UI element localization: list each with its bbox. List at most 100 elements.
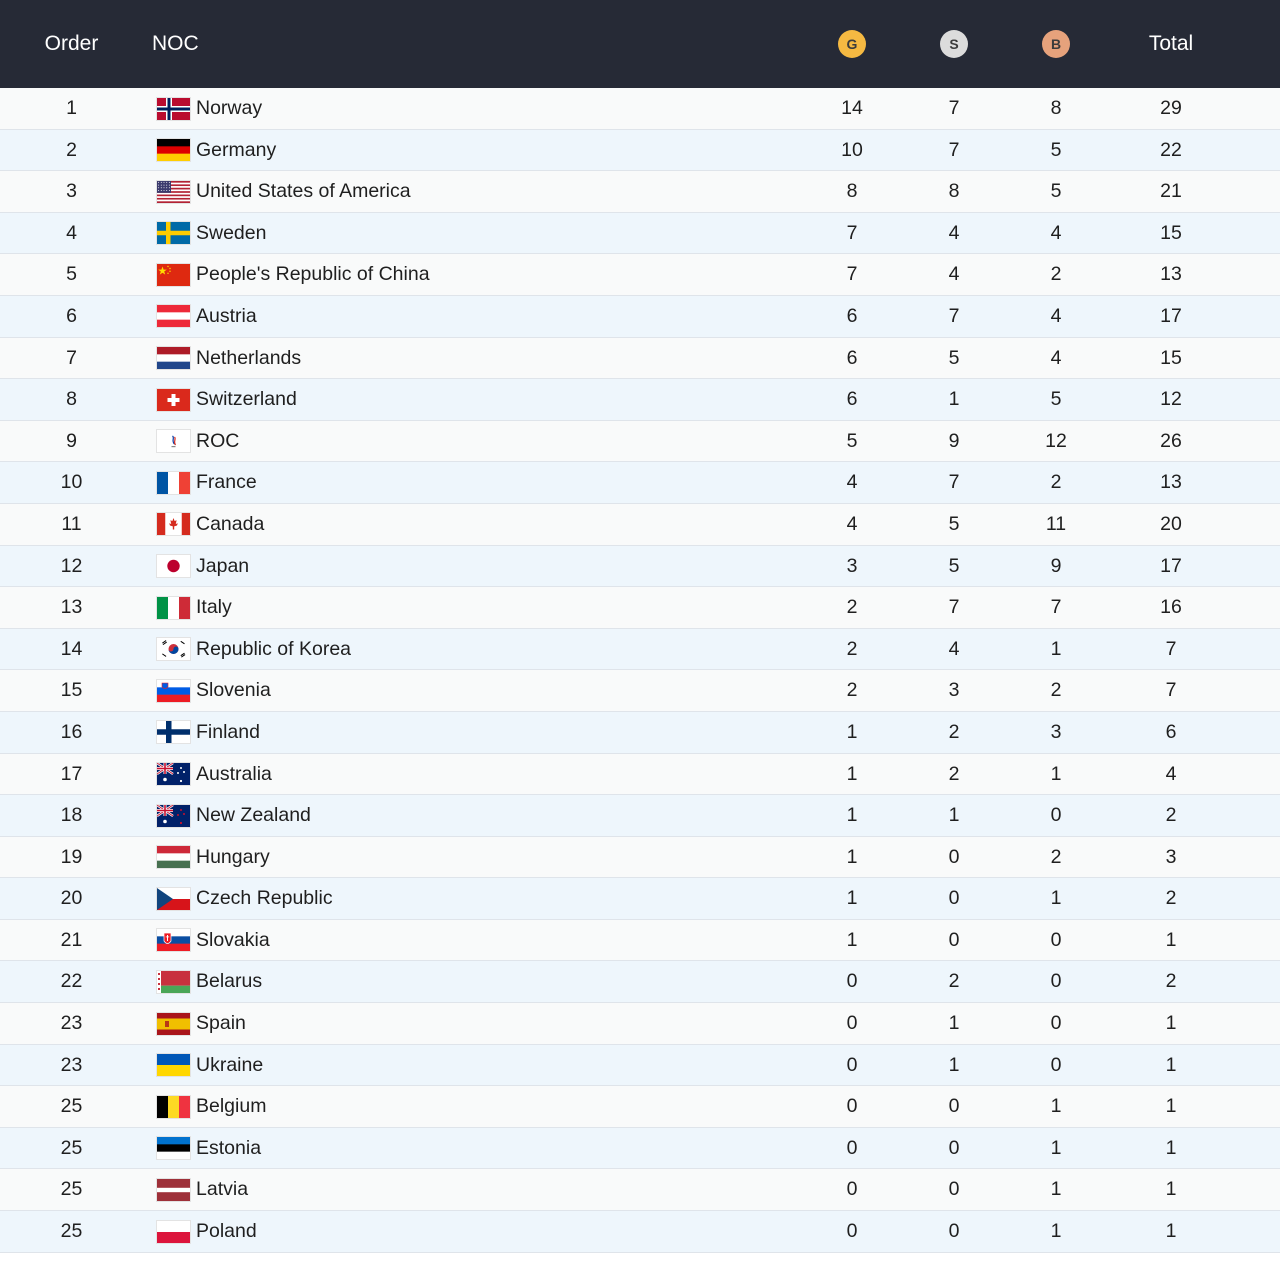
noc-cell[interactable]: Czech Republic bbox=[157, 878, 333, 919]
latvia-flag-icon bbox=[157, 1178, 196, 1201]
noc-cell[interactable]: Finland bbox=[157, 712, 260, 753]
total-column-header[interactable]: Total bbox=[1148, 32, 1194, 55]
bronze-count: 1 bbox=[1050, 1095, 1062, 1118]
noc-cell[interactable]: Hungary bbox=[157, 837, 270, 878]
gold-count: 14 bbox=[841, 97, 863, 119]
table-row[interactable]: 2 Germany 10 7 5 22 bbox=[0, 129, 1280, 172]
table-row[interactable]: 23 Ukraine 0 1 0 1 bbox=[0, 1044, 1280, 1087]
table-row[interactable]: 5 People's Republic of China 7 4 2 13 bbox=[0, 254, 1280, 296]
noc-cell[interactable]: Canada bbox=[157, 504, 264, 545]
france-flag-icon bbox=[157, 471, 196, 494]
table-row[interactable]: 21 Slovakia 1 0 0 1 bbox=[0, 919, 1280, 962]
noc-cell[interactable]: France bbox=[157, 462, 257, 503]
table-row[interactable]: 13 Italy 2 7 7 16 bbox=[0, 587, 1280, 629]
noc-cell[interactable]: Norway bbox=[157, 88, 262, 129]
table-row[interactable]: 1 Norway 14 7 8 29 bbox=[0, 88, 1280, 130]
table-row[interactable]: 11 Canada 4 5 11 20 bbox=[0, 503, 1280, 546]
table-row[interactable]: 10 France 4 7 2 13 bbox=[0, 462, 1280, 504]
gold-count: 7 bbox=[846, 221, 858, 244]
country-name: Slovenia bbox=[196, 679, 271, 702]
table-row[interactable]: 25 Estonia 0 0 1 1 bbox=[0, 1127, 1280, 1170]
noc-cell[interactable]: Latvia bbox=[157, 1169, 248, 1210]
order-cell: 23 bbox=[60, 1012, 83, 1035]
table-row[interactable]: 15 Slovenia 2 3 2 7 bbox=[0, 670, 1280, 712]
gold-count: 3 bbox=[846, 554, 858, 577]
noc-cell[interactable]: United States of America bbox=[157, 171, 411, 212]
order-column-header[interactable]: Order bbox=[44, 32, 99, 55]
table-row[interactable]: 9 ROC 5 9 12 26 bbox=[0, 420, 1280, 463]
noc-cell[interactable]: Switzerland bbox=[157, 379, 297, 420]
bronze-column-header[interactable]: B bbox=[1005, 0, 1107, 88]
total-count: 1 bbox=[1165, 1220, 1177, 1243]
country-name: Estonia bbox=[196, 1136, 262, 1159]
noc-cell[interactable]: Republic of Korea bbox=[157, 629, 351, 670]
china-flag-icon bbox=[157, 263, 196, 286]
bronze-count: 1 bbox=[1050, 1220, 1062, 1243]
noc-cell[interactable]: Japan bbox=[157, 546, 249, 587]
japan-flag-icon bbox=[157, 555, 196, 578]
country-name: Finland bbox=[196, 720, 260, 743]
noc-cell[interactable]: Sweden bbox=[157, 213, 266, 254]
bronze-count: 3 bbox=[1050, 720, 1062, 743]
table-row[interactable]: 8 Switzerland 6 1 5 12 bbox=[0, 379, 1280, 421]
gold-count: 2 bbox=[846, 679, 858, 702]
country-name: Germany bbox=[196, 138, 277, 161]
table-row[interactable]: 22 Belarus 0 2 0 2 bbox=[0, 961, 1280, 1004]
noc-cell[interactable]: Ukraine bbox=[157, 1045, 263, 1086]
noc-cell[interactable]: Austria bbox=[157, 296, 257, 337]
noc-cell[interactable]: Italy bbox=[157, 587, 232, 628]
noc-cell[interactable]: Spain bbox=[157, 1003, 246, 1044]
table-row[interactable]: 18 New Zealand 1 1 0 2 bbox=[0, 795, 1280, 837]
total-count: 15 bbox=[1160, 346, 1182, 369]
noc-cell[interactable]: Germany bbox=[157, 130, 276, 171]
noc-cell[interactable]: Netherlands bbox=[157, 338, 301, 379]
bronze-count: 4 bbox=[1050, 346, 1062, 369]
silver-column-header[interactable]: S bbox=[903, 0, 1005, 88]
bronze-count: 12 bbox=[1045, 429, 1067, 452]
gold-count: 4 bbox=[846, 512, 858, 535]
table-row[interactable]: 4 Sweden 7 4 4 15 bbox=[0, 212, 1280, 255]
gold-count: 1 bbox=[846, 887, 858, 910]
table-row[interactable]: 3 United States of America 8 8 5 21 bbox=[0, 171, 1280, 213]
noc-cell[interactable]: Belarus bbox=[157, 961, 262, 1002]
noc-cell[interactable]: New Zealand bbox=[157, 795, 311, 836]
gold-count: 8 bbox=[846, 180, 858, 203]
table-row[interactable]: 23 Spain 0 1 0 1 bbox=[0, 1003, 1280, 1045]
silver-count: 7 bbox=[948, 97, 960, 119]
noc-cell[interactable]: Slovenia bbox=[157, 670, 271, 711]
noc-cell[interactable]: ROC bbox=[157, 421, 239, 462]
noc-cell[interactable]: Slovakia bbox=[157, 920, 270, 961]
table-row[interactable]: 25 Poland 0 0 1 1 bbox=[0, 1211, 1280, 1253]
total-count: 1 bbox=[1165, 1095, 1177, 1118]
table-row[interactable]: 7 Netherlands 6 5 4 15 bbox=[0, 337, 1280, 380]
belarus-flag-icon bbox=[157, 970, 196, 993]
total-count: 17 bbox=[1160, 304, 1182, 327]
table-row[interactable]: 6 Austria 6 7 4 17 bbox=[0, 295, 1280, 338]
silver-count: 7 bbox=[948, 304, 960, 327]
order-cell: 2 bbox=[66, 138, 77, 161]
gold-column-header[interactable]: G bbox=[801, 0, 903, 88]
total-count: 3 bbox=[1165, 845, 1177, 868]
table-row[interactable]: 12 Japan 3 5 9 17 bbox=[0, 545, 1280, 588]
order-cell: 13 bbox=[60, 596, 83, 619]
gold-count: 1 bbox=[846, 804, 858, 827]
total-count: 4 bbox=[1165, 762, 1177, 785]
country-name: Australia bbox=[196, 762, 272, 785]
noc-cell[interactable]: Poland bbox=[157, 1211, 257, 1252]
table-row[interactable]: 25 Latvia 0 0 1 1 bbox=[0, 1169, 1280, 1212]
noc-column-header[interactable]: NOC bbox=[152, 32, 199, 55]
noc-cell[interactable]: Estonia bbox=[157, 1128, 261, 1169]
table-row[interactable]: 19 Hungary 1 0 2 3 bbox=[0, 836, 1280, 879]
silver-count: 4 bbox=[948, 221, 960, 244]
noc-cell[interactable]: Belgium bbox=[157, 1086, 266, 1127]
bronze-count: 2 bbox=[1050, 263, 1062, 286]
total-count: 1 bbox=[1165, 928, 1177, 951]
table-row[interactable]: 16 Finland 1 2 3 6 bbox=[0, 711, 1280, 754]
table-row[interactable]: 25 Belgium 0 0 1 1 bbox=[0, 1086, 1280, 1128]
table-row[interactable]: 17 Australia 1 2 1 4 bbox=[0, 753, 1280, 796]
noc-cell[interactable]: Australia bbox=[157, 754, 272, 795]
order-cell: 18 bbox=[60, 804, 83, 827]
table-row[interactable]: 14 Republic of Korea 2 4 1 7 bbox=[0, 628, 1280, 671]
noc-cell[interactable]: People's Republic of China bbox=[157, 254, 430, 295]
table-row[interactable]: 20 Czech Republic 1 0 1 2 bbox=[0, 878, 1280, 920]
